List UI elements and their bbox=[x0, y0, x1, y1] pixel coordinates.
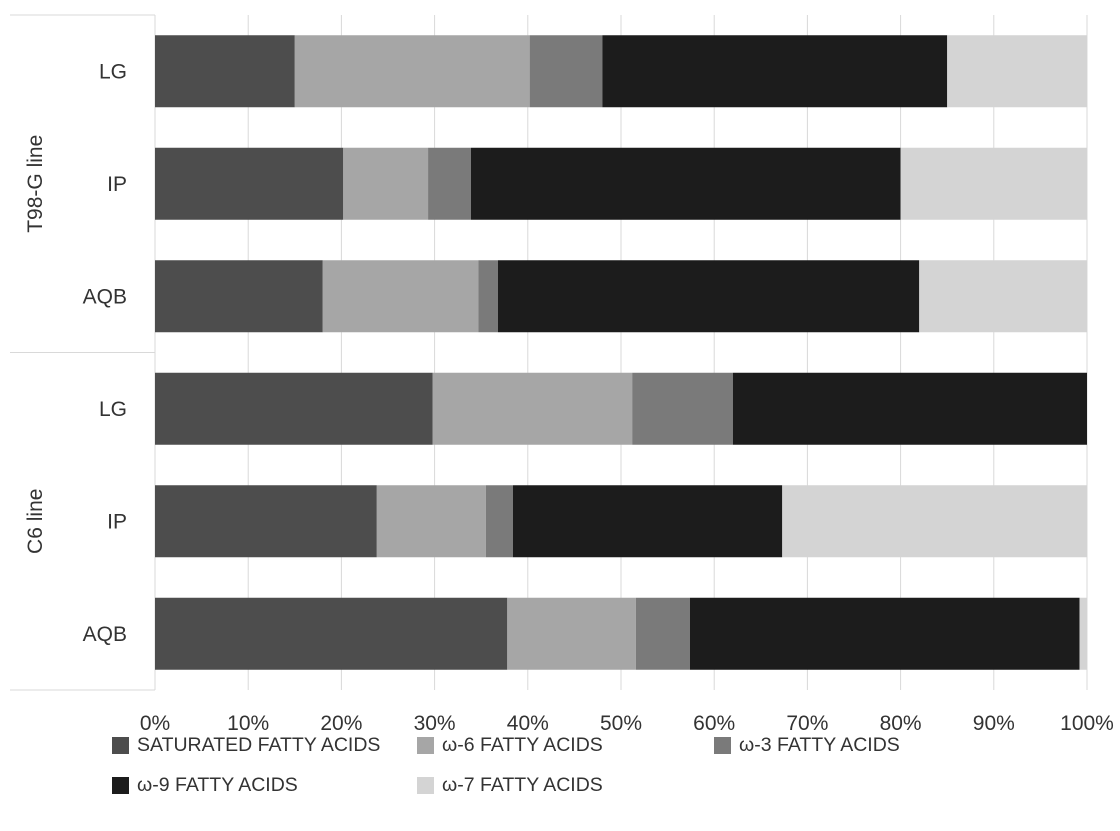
bar-segment bbox=[155, 597, 508, 670]
bar-segment bbox=[376, 485, 486, 558]
legend-swatch-omega-7 bbox=[417, 777, 434, 794]
bar-segment bbox=[155, 147, 344, 220]
bar-segment bbox=[155, 372, 433, 445]
gridlines bbox=[154, 15, 1088, 690]
bar-segment bbox=[1079, 597, 1087, 670]
bar-segment bbox=[635, 597, 690, 670]
category-labels: LG IP AQB LG IP AQB bbox=[83, 60, 127, 646]
bar-segment bbox=[497, 260, 920, 333]
x-tick-label: 90% bbox=[973, 712, 1015, 735]
x-tick-label: 20% bbox=[320, 712, 362, 735]
legend-swatch-saturated bbox=[112, 737, 129, 754]
bar-segment bbox=[343, 147, 429, 220]
bar-segment bbox=[322, 260, 479, 333]
bar-segment bbox=[919, 260, 1087, 333]
legend-item-omega-6: ω-6 FATTY ACIDS bbox=[417, 734, 603, 757]
group-label: T98-G line bbox=[24, 135, 47, 233]
bar-segment bbox=[689, 597, 1080, 670]
legend-label-omega-6: ω-6 FATTY ACIDS bbox=[442, 734, 603, 756]
bar-segment bbox=[512, 485, 783, 558]
legend-swatch-omega-6 bbox=[417, 737, 434, 754]
x-tick-label: 40% bbox=[507, 712, 549, 735]
x-tick-label: 60% bbox=[693, 712, 735, 735]
x-tick-label: 10% bbox=[227, 712, 269, 735]
legend-label-omega-7: ω-7 FATTY ACIDS bbox=[442, 774, 603, 796]
group-labels: T98-G line C6 line bbox=[24, 135, 47, 554]
bar-segment bbox=[478, 260, 498, 333]
legend-item-omega-9: ω-9 FATTY ACIDS bbox=[112, 774, 298, 797]
bar-segment bbox=[470, 147, 901, 220]
x-tick-label: 80% bbox=[880, 712, 922, 735]
bar-segment bbox=[155, 260, 323, 333]
bar-segment bbox=[632, 372, 733, 445]
bar-segment bbox=[507, 597, 636, 670]
category-label: AQB bbox=[83, 623, 127, 646]
bar-segment bbox=[732, 372, 1087, 445]
bar-segment bbox=[294, 35, 530, 108]
x-tick-label: 100% bbox=[1060, 712, 1114, 735]
category-label: AQB bbox=[83, 285, 127, 308]
bar-segment bbox=[485, 485, 513, 558]
stacked-bar-chart: LG IP AQB LG IP AQB T98-G line C6 line 0% 10% 20… bbox=[10, 14, 1114, 735]
legend-label-saturated: SATURATED FATTY ACIDS bbox=[137, 734, 381, 756]
bar-segment bbox=[155, 35, 295, 108]
bar-segments bbox=[155, 35, 1087, 670]
bar-segment bbox=[529, 35, 603, 108]
category-label: IP bbox=[107, 510, 127, 533]
x-tick-label: 0% bbox=[140, 712, 170, 735]
legend-item-omega-3: ω-3 FATTY ACIDS bbox=[714, 734, 900, 757]
category-label: LG bbox=[99, 398, 127, 421]
bar-segment bbox=[428, 147, 471, 220]
bar-segment bbox=[155, 485, 377, 558]
legend-label-omega-3: ω-3 FATTY ACIDS bbox=[739, 734, 900, 756]
x-tick-label: 30% bbox=[414, 712, 456, 735]
bar-segment bbox=[782, 485, 1087, 558]
category-label: IP bbox=[107, 173, 127, 196]
legend-item-omega-7: ω-7 FATTY ACIDS bbox=[417, 774, 603, 797]
legend: SATURATED FATTY ACIDS ω-6 FATTY ACIDS ω-… bbox=[112, 734, 1072, 829]
bar-segment bbox=[602, 35, 948, 108]
group-label: C6 line bbox=[24, 489, 47, 554]
bar-segment bbox=[947, 35, 1087, 108]
category-label: LG bbox=[99, 60, 127, 83]
legend-swatch-omega-9 bbox=[112, 777, 129, 794]
bar-segment bbox=[432, 372, 633, 445]
x-tick-labels: 0% 10% 20% 30% 40% 50% 60% 70% 80% 90% 100% bbox=[140, 712, 1114, 735]
x-tick-label: 70% bbox=[786, 712, 828, 735]
x-tick-label: 50% bbox=[600, 712, 642, 735]
legend-item-saturated: SATURATED FATTY ACIDS bbox=[112, 734, 380, 757]
category-axis bbox=[10, 14, 156, 691]
bar-segment bbox=[900, 147, 1087, 220]
legend-label-omega-9: ω-9 FATTY ACIDS bbox=[137, 774, 298, 796]
legend-swatch-omega-3 bbox=[714, 737, 731, 754]
